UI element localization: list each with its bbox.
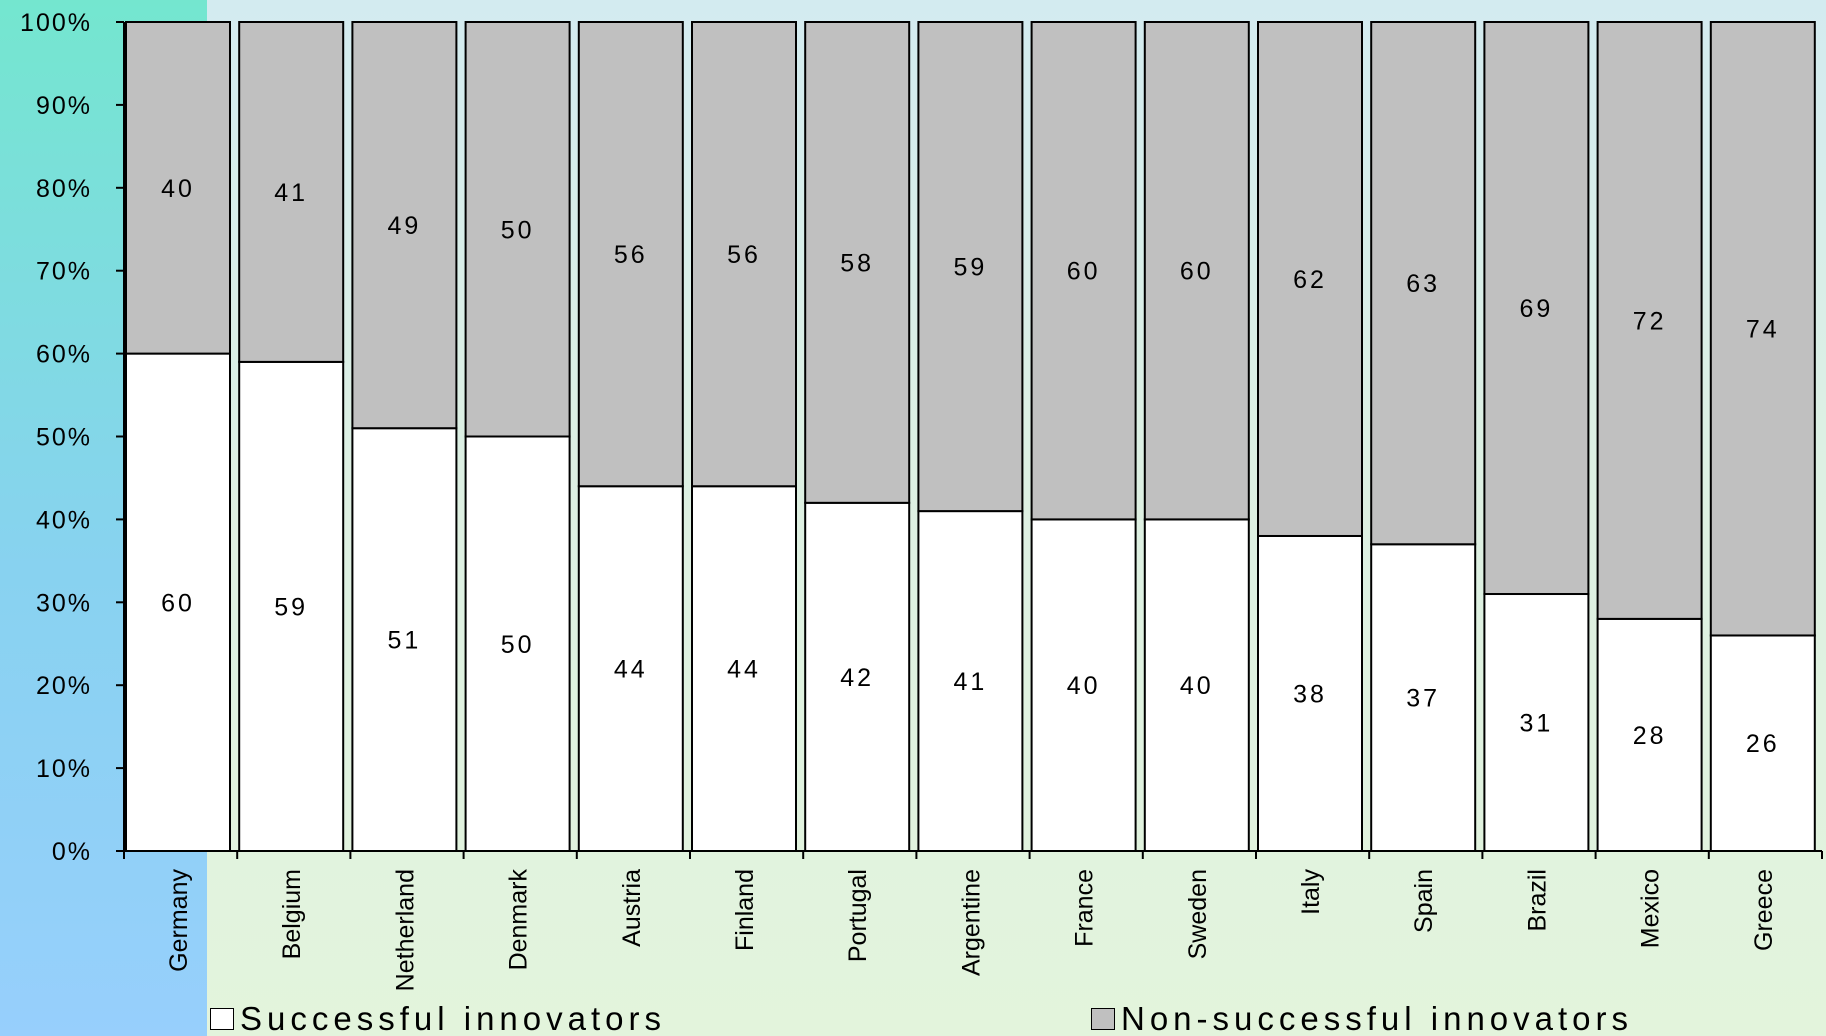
data-label-non-successful: 60 (1180, 258, 1214, 286)
legend-swatch-successful (210, 1007, 234, 1030)
y-tick-label: 40% (36, 506, 92, 534)
data-labels: 60 40 59 41 51 49 50 50 44 56 44 56 42 58 41 59 40 60 40 60… (161, 175, 1780, 758)
y-tick-label: 10% (36, 755, 92, 783)
data-label-successful: 37 (1406, 685, 1440, 713)
bar-successful (804, 501, 911, 852)
y-tick-label: 70% (36, 258, 92, 286)
y-tick-label: 90% (36, 92, 92, 120)
bar-successful (1370, 543, 1477, 853)
bar-non-successful (1483, 21, 1590, 596)
data-label-non-successful: 60 (1067, 258, 1101, 286)
legend-label-non-successful: Non-successful innovators (1121, 999, 1634, 1036)
x-category-label: Brazil (1523, 869, 1551, 932)
legend-swatch-non-successful (1091, 1007, 1115, 1030)
data-label-non-successful: 41 (274, 179, 308, 207)
bar-non-successful (1709, 21, 1816, 637)
x-category-label: Italy (1297, 869, 1325, 915)
bar-successful (1483, 593, 1590, 852)
x-category-label: Netherland (391, 869, 419, 991)
data-label-non-successful: 49 (387, 212, 421, 240)
data-label-successful: 31 (1519, 710, 1553, 738)
legend-label-successful: Successful innovators (240, 999, 666, 1036)
x-category-label: Germany (165, 869, 193, 972)
bars (125, 21, 1816, 853)
legend-item-non-successful: Non-successful innovators (1091, 999, 1634, 1036)
x-category-label: Belgium (278, 869, 306, 959)
data-label-non-successful: 74 (1746, 316, 1780, 344)
x-category-label: Austria (618, 869, 646, 947)
bar-successful (577, 485, 684, 852)
data-label-successful: 42 (840, 664, 874, 692)
bar-successful (351, 427, 458, 852)
bar-successful (917, 510, 1024, 852)
y-tick-label: 50% (36, 424, 92, 452)
x-category-label: Mexico (1637, 869, 1665, 948)
y-tick-label: 60% (36, 341, 92, 369)
data-label-successful: 41 (953, 668, 987, 696)
y-tick-label: 80% (36, 175, 92, 203)
data-label-non-successful: 56 (614, 241, 648, 269)
x-category-label: France (1071, 869, 1099, 947)
x-category-label: Finland (731, 869, 759, 951)
x-axis: Germany Belgium Netherland Denmark Austria Fi… (123, 850, 1823, 991)
data-label-successful: 28 (1633, 722, 1667, 750)
data-label-non-successful: 59 (953, 254, 987, 282)
x-category-label: Argentine (957, 869, 985, 976)
bar-non-successful (917, 21, 1024, 513)
data-label-successful: 40 (1067, 672, 1101, 700)
bar-successful (1596, 617, 1703, 852)
legend-item-successful: Successful innovators (210, 999, 666, 1036)
data-label-successful: 26 (1746, 730, 1780, 758)
data-label-successful: 51 (387, 627, 421, 655)
data-label-successful: 40 (1180, 672, 1214, 700)
y-tick-label: 100% (20, 9, 92, 37)
bar-non-successful (1370, 21, 1477, 546)
bar-successful (1257, 534, 1363, 852)
x-category-label: Portugal (844, 869, 872, 962)
bar-non-successful (351, 21, 458, 430)
x-category-label: Sweden (1184, 869, 1212, 959)
bar-non-successful (238, 21, 345, 363)
bar-successful (691, 485, 797, 852)
data-label-non-successful: 58 (840, 249, 874, 277)
data-label-successful: 44 (614, 656, 648, 684)
data-label-non-successful: 40 (161, 175, 195, 203)
data-label-successful: 60 (161, 589, 195, 617)
bar-successful (1030, 518, 1137, 853)
bar-non-successful (804, 21, 911, 504)
data-label-non-successful: 69 (1519, 295, 1553, 323)
data-label-successful: 44 (727, 656, 761, 684)
y-tick-label: 20% (36, 672, 92, 700)
x-category-label: Denmark (505, 869, 533, 971)
data-label-non-successful: 72 (1633, 307, 1667, 335)
bar-non-successful (1143, 21, 1250, 521)
bar-non-successful (464, 21, 571, 438)
bar-successful (464, 435, 571, 852)
data-label-non-successful: 63 (1406, 270, 1440, 298)
x-category-label: Greece (1750, 869, 1778, 951)
bar-successful (1143, 518, 1250, 853)
y-axis: 0% 10% 20% 30% 40% 50% 60% 70% 80% 90% 100% (20, 9, 125, 866)
data-label-non-successful: 50 (501, 216, 535, 244)
x-category-label: Spain (1410, 869, 1438, 933)
bar-non-successful (125, 21, 231, 355)
data-label-successful: 50 (501, 631, 535, 659)
data-label-non-successful: 62 (1293, 266, 1327, 294)
bar-non-successful (577, 21, 684, 488)
y-tick-label: 30% (36, 589, 92, 617)
y-tick-label: 0% (52, 838, 92, 866)
data-label-non-successful: 56 (727, 241, 761, 269)
bar-non-successful (1030, 21, 1137, 521)
bar-non-successful (691, 21, 797, 488)
data-label-successful: 38 (1293, 680, 1327, 708)
bar-non-successful (1257, 21, 1363, 537)
bar-non-successful (1596, 21, 1703, 620)
data-label-successful: 59 (274, 593, 308, 621)
